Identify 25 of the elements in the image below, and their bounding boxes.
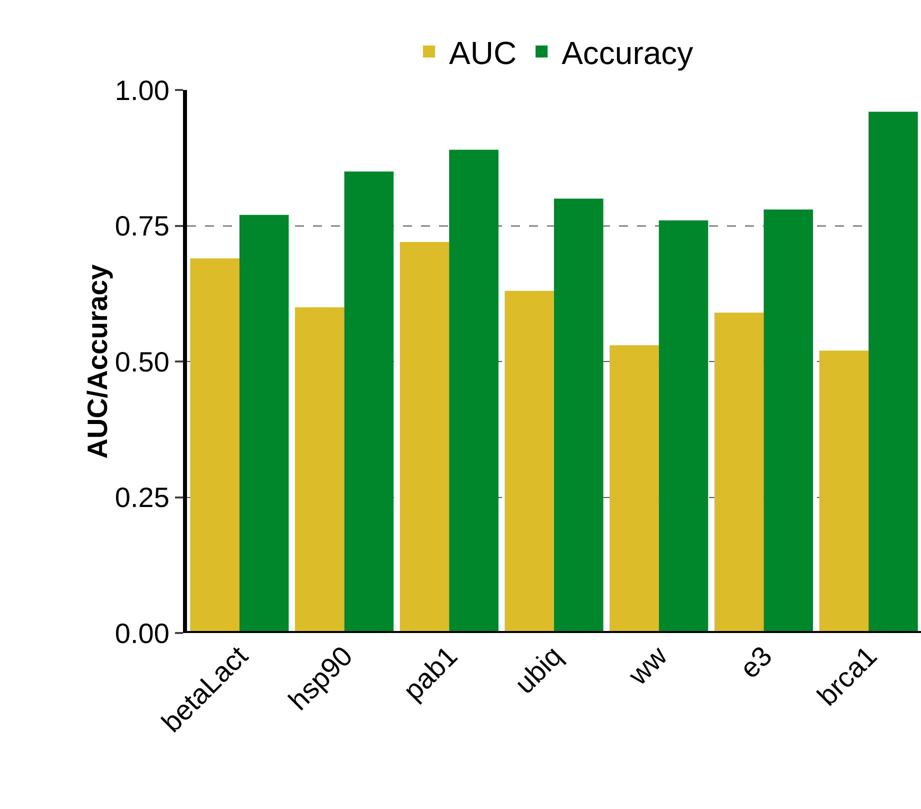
bar — [190, 258, 240, 633]
bar — [344, 171, 394, 633]
bar — [400, 242, 450, 633]
y-tick-label: 0.50 — [114, 346, 170, 378]
x-tick-label: ubiq — [508, 640, 568, 700]
y-axis-title: AUC/Accuracy — [82, 264, 113, 459]
y-tick-label: 0.75 — [114, 210, 170, 242]
bar — [868, 112, 918, 633]
legend-label: Accuracy — [562, 34, 694, 71]
x-tick-label: ww — [622, 640, 674, 692]
bar — [295, 307, 344, 633]
bar — [239, 214, 289, 633]
bar — [658, 220, 708, 633]
bar — [714, 312, 764, 633]
y-tick-label: 0.25 — [114, 482, 170, 514]
legend-label: AUC — [449, 34, 517, 71]
bar — [610, 345, 659, 633]
y-tick-label: 0.00 — [114, 618, 170, 649]
bar — [764, 209, 813, 633]
bar — [554, 198, 604, 633]
bar — [819, 350, 869, 633]
y-tick-label: 1.00 — [114, 74, 170, 106]
x-tick-label: e3 — [734, 640, 778, 684]
bar — [504, 290, 554, 633]
bar — [449, 150, 498, 633]
